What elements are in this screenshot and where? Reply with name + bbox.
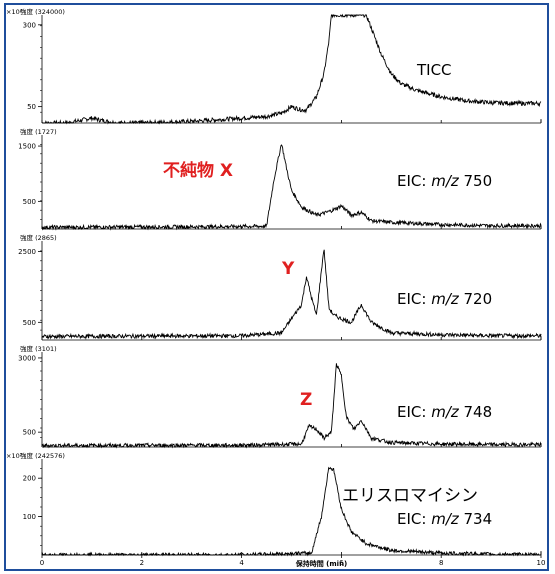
trace-line-2 [41, 144, 542, 231]
y-axis-intensity-label: 強度 (1727) [20, 127, 57, 136]
y-tick-label: 1500 [18, 143, 36, 151]
y-tick-label: 500 [23, 319, 36, 327]
y-tick-label: 50 [27, 103, 36, 111]
trace-line-3 [41, 249, 542, 340]
y-tick-label: 200 [23, 475, 36, 483]
trace-line-4 [41, 363, 542, 449]
y-axis-intensity-label: 強度 (2865) [20, 233, 57, 242]
trace-annotation: EIC: m/z 720 [397, 290, 492, 308]
x-tick-label: 0 [40, 559, 44, 567]
peak-label: Z [300, 390, 312, 410]
y-axis-intensity-label: 強度 (3101) [20, 344, 57, 353]
y-tick-label: 2500 [18, 248, 36, 256]
chromatogram-figure: 強度 (324000) ×10⁴ 50 300 TICC 強度 (1727) 500 1500… [4, 3, 549, 571]
trace-annotation: TICC [416, 61, 452, 79]
x-tick-label: 8 [439, 559, 443, 567]
trace-annotation: EIC: m/z 748 [397, 403, 492, 421]
y-tick-label: 3000 [18, 354, 36, 362]
y-axis-unit-label: ×10³ [6, 452, 23, 460]
trace-line-1 [41, 13, 542, 125]
trace-line-5 [41, 466, 542, 557]
y-tick-label: 500 [23, 198, 36, 206]
y-tick-label: 100 [23, 513, 36, 521]
y-tick-label: 500 [23, 429, 36, 437]
x-tick-label: 2 [140, 559, 144, 567]
peak-label: Y [281, 259, 295, 279]
x-tick-label: 10 [537, 559, 546, 567]
stacked-chromatogram-chart: 強度 (324000)×10⁴ 50 300 TICC 強度 (1727) 500 1500… [6, 7, 546, 568]
x-tick-label: 4 [239, 559, 244, 567]
peak-label: 不純物 X [163, 160, 233, 181]
y-axis-intensity-label: 強度 (242576) [20, 451, 65, 460]
y-axis-unit-label: ×10⁴ [6, 8, 23, 16]
y-axis-intensity-label: 強度 (324000) [20, 7, 65, 16]
trace-annotation: EIC: m/z 750 [397, 172, 492, 190]
peak-label: エリスロマイシン [342, 486, 478, 506]
x-axis-title: 保持時間 (min) [295, 559, 348, 568]
y-tick-label: 300 [23, 21, 36, 29]
trace-annotation: EIC: m/z 734 [397, 510, 492, 528]
x-tick-label: 6 [339, 559, 344, 567]
